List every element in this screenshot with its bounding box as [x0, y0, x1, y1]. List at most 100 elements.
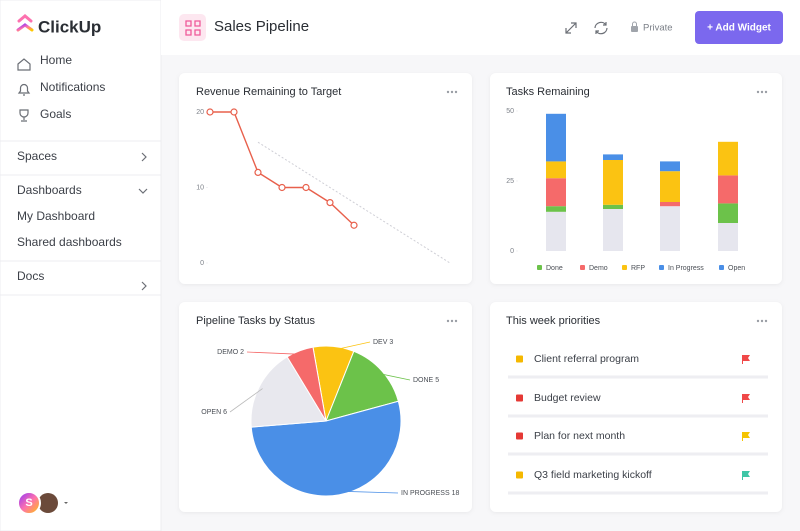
section-title[interactable]: Docs	[17, 269, 44, 283]
pie-slice	[286, 346, 327, 422]
bar-segment	[603, 154, 623, 160]
nav-item[interactable]: Home	[40, 53, 72, 67]
leader-line	[333, 341, 371, 351]
logo-mark	[17, 14, 33, 23]
pie-label-name: DEMO	[217, 349, 239, 356]
bar-segment	[718, 223, 738, 251]
section-title[interactable]: Dashboards	[17, 183, 82, 197]
sidebar-bg	[0, 0, 162, 531]
widget-card	[179, 73, 472, 284]
add-widget-button[interactable]	[695, 11, 783, 44]
legend-swatch	[537, 265, 542, 270]
widget-title: Tasks Remaining	[506, 86, 590, 98]
legend-swatch	[719, 265, 724, 270]
refresh-icon[interactable]	[594, 21, 608, 35]
bar-segment	[546, 113, 566, 162]
pie-label-value: 5	[435, 377, 439, 384]
legend-swatch	[580, 265, 585, 270]
legend-swatch	[622, 265, 627, 270]
point	[302, 183, 310, 192]
pie-label: DEMO 2	[217, 349, 244, 356]
leader-line	[246, 351, 301, 355]
y-tick-label: 10	[196, 184, 204, 191]
nav-item[interactable]: Goals	[40, 107, 71, 121]
bar-segment	[546, 211, 566, 251]
pie-label-value: 18	[452, 490, 460, 497]
pie-label-name: DONE	[413, 377, 434, 384]
pie-label-name: IN PROGRESS	[401, 490, 450, 497]
pie-label-name: OPEN	[201, 409, 221, 416]
point	[350, 221, 358, 229]
nav-item[interactable]: Notifications	[40, 80, 105, 94]
widget-title: Revenue Remaining to Target	[196, 86, 341, 98]
bar-segment	[546, 178, 566, 207]
widget-title: Pipeline Tasks by Status	[196, 315, 316, 327]
legend-label: RFP	[631, 265, 645, 272]
section-title[interactable]: Spaces	[17, 149, 57, 163]
pie-label: DEV 3	[373, 339, 393, 346]
chevron[interactable]	[141, 152, 147, 162]
status-square	[516, 355, 523, 363]
sidebar: ClickUp Home Notifications Goals Spaces …	[0, 0, 162, 531]
y-tick-label: 0	[200, 260, 204, 267]
y-tick-label: 50	[506, 108, 514, 115]
pie-label: OPEN 6	[201, 409, 227, 416]
bar-segment	[546, 161, 566, 179]
legend-swatch	[659, 265, 664, 270]
status-square	[516, 432, 523, 440]
bar-segment	[603, 160, 623, 205]
bar-segment	[660, 206, 680, 251]
dashboard-link[interactable]: My Dashboard	[17, 209, 95, 223]
priority-flag	[742, 355, 750, 364]
bar-segment	[603, 209, 623, 251]
lock-icon	[631, 26, 638, 32]
priority-label[interactable]: Q3 field marketing kickoff	[534, 469, 652, 481]
dashboard-link[interactable]: Shared dashboards	[17, 235, 122, 249]
point	[278, 183, 286, 192]
header-icon-bg	[179, 14, 206, 41]
point	[254, 168, 262, 176]
privacy-label[interactable]: Private	[643, 23, 673, 34]
priority-flag	[742, 394, 750, 403]
pie-slice	[325, 350, 399, 422]
priority-label[interactable]: Plan for next month	[534, 430, 625, 442]
legend-label: In Progress	[668, 265, 704, 272]
bar-segment	[660, 161, 680, 172]
priority-row	[508, 419, 768, 453]
avatar-initial: S	[25, 497, 32, 509]
add-widget-label[interactable]: + Add Widget	[707, 23, 771, 34]
target-line	[257, 141, 451, 264]
menu-dots[interactable]	[446, 90, 768, 323]
caret[interactable]	[64, 502, 68, 504]
expand-icon[interactable]	[565, 22, 577, 34]
home-icon	[17, 58, 31, 71]
bar-segment	[718, 175, 738, 204]
avatar[interactable]	[17, 491, 41, 515]
y-tick-label: 25	[506, 178, 514, 185]
pie-label-value: 2	[240, 349, 244, 356]
priority-label[interactable]: Budget review	[534, 392, 601, 404]
trophy-icon	[19, 109, 29, 122]
widget-title: This week priorities	[506, 315, 601, 327]
widget-card	[490, 73, 782, 284]
pie-slice	[250, 400, 402, 497]
chevron[interactable]	[141, 281, 147, 291]
pie-slice	[250, 356, 327, 428]
chevron[interactable]	[138, 188, 148, 194]
dashboard-icon	[185, 20, 201, 36]
logo-text: ClickUp	[38, 17, 101, 36]
status-square	[516, 394, 523, 402]
bar-segment	[546, 206, 566, 212]
lock-icon	[632, 21, 637, 26]
page-title: Sales Pipeline	[214, 18, 309, 35]
point	[230, 108, 238, 116]
pie-label-value: 3	[389, 339, 393, 346]
priority-flag	[742, 432, 750, 441]
pie-label: DONE 5	[413, 377, 439, 384]
y-tick-label: 0	[510, 248, 514, 255]
avatar-photo[interactable]	[38, 493, 58, 513]
pie-label-name: DEV	[373, 339, 388, 346]
point	[206, 108, 214, 116]
priority-label[interactable]: Client referral program	[534, 353, 639, 365]
